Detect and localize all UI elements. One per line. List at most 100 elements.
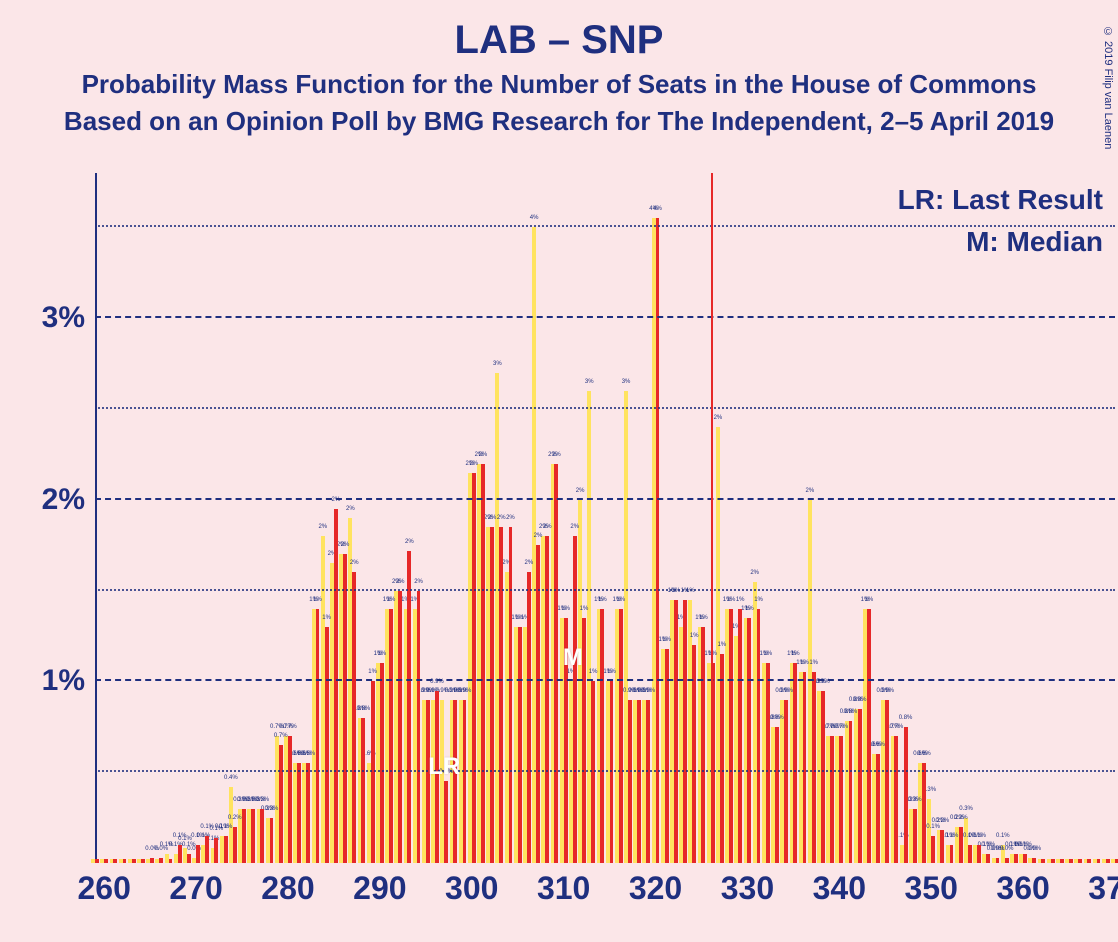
bar-red: 1% — [793, 663, 797, 863]
bar-red: 1% — [619, 609, 623, 863]
bar-red — [1097, 859, 1101, 863]
bar-red: 1% — [518, 627, 522, 863]
bar-red — [104, 859, 108, 863]
gridline — [95, 770, 1115, 772]
bar-red — [1106, 859, 1110, 863]
bar-red: 0.6% — [297, 763, 301, 863]
bar-red: 0.1% — [968, 845, 972, 863]
x-axis-labels: 260270280290300310320330340350360370 — [95, 870, 1115, 920]
bar-red: 0.7% — [279, 745, 283, 863]
bar-red: 2% — [481, 464, 485, 863]
chart-subtitle-2: Based on an Opinion Poll by BMG Research… — [0, 106, 1118, 137]
bar-red: 0.9% — [453, 700, 457, 863]
y-tick-label: 2% — [42, 483, 85, 517]
x-tick-label: 320 — [629, 870, 682, 907]
bar-red: 0.3% — [251, 809, 255, 863]
y-tick-label: 3% — [42, 301, 85, 335]
x-tick-label: 360 — [996, 870, 1049, 907]
bar-red: 1% — [738, 609, 742, 863]
x-tick-label: 290 — [353, 870, 406, 907]
bar-red: 1% — [720, 654, 724, 863]
pmf-chart: 0.1%0.1%0.1%0.0%0.1%0.1%0.1%0.4%0.3%0.3%… — [95, 173, 1115, 863]
bar-red — [1078, 859, 1082, 863]
bar-red: 1% — [692, 645, 696, 863]
bar-red: 1% — [389, 609, 393, 863]
x-tick-label: 310 — [537, 870, 590, 907]
bar-red: 0.3% — [260, 809, 264, 863]
bar-red: 0.0% — [996, 858, 1000, 863]
bar-red: 2% — [398, 591, 402, 863]
bar-red: 1% — [867, 609, 871, 863]
bar-red — [95, 859, 99, 863]
bar-red: 0.7% — [288, 736, 292, 863]
bar-red — [169, 859, 173, 863]
bar-red — [113, 859, 117, 863]
bar-red: 0.0% — [1032, 858, 1036, 863]
x-tick-label: 280 — [261, 870, 314, 907]
bar-red: 0.3% — [270, 818, 274, 863]
bar-red: 2% — [554, 464, 558, 863]
bar-red: 0.9% — [463, 700, 467, 863]
bar-red: 0.9% — [885, 700, 889, 863]
bar-red: 0.1% — [1023, 854, 1027, 863]
chart-title: LAB – SNP — [0, 18, 1118, 63]
x-tick-label: 330 — [721, 870, 774, 907]
bar-red: 0.9% — [821, 691, 825, 864]
bar-red: 0.7% — [894, 736, 898, 863]
bar-red: 0.0% — [1005, 858, 1009, 863]
bar-red — [132, 859, 136, 863]
gridline — [95, 679, 1115, 681]
x-tick-label: 260 — [77, 870, 130, 907]
bar-red: 0.3% — [913, 809, 917, 863]
bar-red: 1% — [325, 627, 329, 863]
bar-red: 0.5% — [444, 781, 448, 863]
gridline — [95, 407, 1115, 409]
bar-red: 0.6% — [306, 763, 310, 863]
bar-red: 1% — [674, 600, 678, 863]
bar-red — [1069, 859, 1073, 863]
bar-red: 0.1% — [214, 838, 218, 863]
bar-red — [141, 859, 145, 863]
bar-red: 2% — [334, 509, 338, 863]
x-tick-label: 340 — [813, 870, 866, 907]
bar-red: 1% — [812, 672, 816, 863]
x-tick-label: 350 — [905, 870, 958, 907]
bar-red: 2% — [417, 591, 421, 863]
bar-red: 1% — [803, 672, 807, 863]
x-tick-label: 270 — [169, 870, 222, 907]
bar-red: 0.8% — [361, 718, 365, 863]
bar-red: 0.7% — [839, 736, 843, 863]
bar-red: 1% — [564, 618, 568, 863]
bar-red: 1% — [600, 609, 604, 863]
x-tick-label: 370 — [1088, 870, 1118, 907]
bar-red: 1% — [701, 627, 705, 863]
median-vline — [711, 173, 713, 863]
bar-red: 2% — [527, 572, 531, 863]
bar-red: 0.1% — [196, 845, 200, 863]
bar-red: 2% — [499, 527, 503, 863]
bar-red: 2% — [352, 572, 356, 863]
bar-red: 0.2% — [233, 827, 237, 863]
x-tick-label: 300 — [445, 870, 498, 907]
bar-red: 1% — [380, 663, 384, 863]
bars-area: 0.1%0.1%0.1%0.0%0.1%0.1%0.1%0.4%0.3%0.3%… — [95, 173, 1115, 863]
bar-red: 0.0% — [159, 858, 163, 863]
bar-red: 0.8% — [775, 727, 779, 863]
bar-red: 0.1% — [187, 854, 191, 863]
gridline — [95, 498, 1115, 500]
bar-red: 2% — [343, 554, 347, 863]
bar-red: 1% — [766, 663, 770, 863]
bar-red: 0.9% — [646, 700, 650, 863]
bar-red: 0.1% — [950, 845, 954, 863]
bar-red: 4% — [656, 218, 660, 863]
bar-red: 0.9% — [426, 700, 430, 863]
bar-red: 0.8% — [849, 721, 853, 863]
bar-red: 0.1% — [986, 854, 990, 863]
bar-red: 2% — [490, 527, 494, 863]
bar-red: 0.8% — [858, 709, 862, 863]
bar-red: 0.1% — [205, 836, 209, 863]
bar-red — [1051, 859, 1055, 863]
bar-red: 0.1% — [224, 836, 228, 863]
copyright-label: © 2019 Filip van Laenen — [1102, 26, 1114, 149]
bar-red: 1% — [582, 618, 586, 863]
